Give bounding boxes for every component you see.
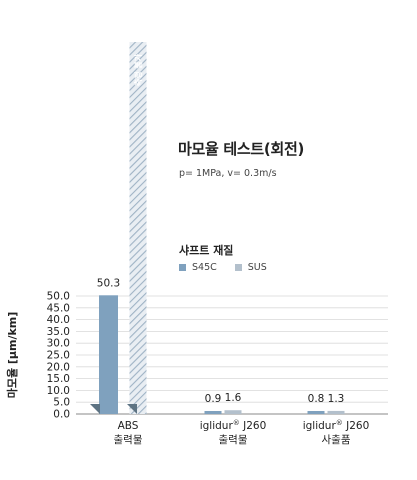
y-axis-title: 마모율 [μm/km] <box>5 312 19 399</box>
base-wedge-marker <box>127 404 137 414</box>
bar-s45c <box>99 295 118 414</box>
y-tick-label: 0.0 <box>53 409 70 421</box>
y-tick-label: 35.0 <box>47 326 70 338</box>
overflow-bar-label: 측정 불가 <box>133 53 143 86</box>
category-sublabel: 사출품 <box>322 434 351 446</box>
y-tick-label: 50.0 <box>47 291 70 303</box>
category-sublabel: 출력물 <box>219 434 248 446</box>
base-wedge-marker <box>90 404 100 414</box>
data-label: 50.3 <box>97 277 120 289</box>
data-label: 1.3 <box>328 393 345 405</box>
y-tick-label: 10.0 <box>47 385 70 397</box>
chart-title: 마모율 테스트(회전) <box>178 140 305 158</box>
overflow-bar <box>129 42 147 414</box>
category-label: iglidur® J260 <box>200 419 267 432</box>
bar-sus <box>224 410 242 414</box>
y-tick-label: 5.0 <box>53 397 70 409</box>
data-label: 0.9 <box>205 393 222 405</box>
bar-s45c <box>204 411 222 414</box>
legend-label-sus: SUS <box>247 262 267 273</box>
legend-item-s45c: S45C <box>179 262 217 273</box>
y-tick-label: 25.0 <box>47 350 70 362</box>
data-label: 1.6 <box>225 392 242 404</box>
legend-title: 샤프트 재질 <box>179 244 234 257</box>
y-tick-label: 45.0 <box>47 302 70 314</box>
legend-label-s45c: S45C <box>192 262 217 273</box>
y-tick-label: 15.0 <box>47 373 70 385</box>
legend-item-sus: SUS <box>234 262 267 273</box>
category-label: iglidur® J260 <box>303 419 370 432</box>
bar-s45c <box>307 411 325 414</box>
y-tick-label: 30.0 <box>47 338 70 350</box>
bar-sus <box>327 410 345 414</box>
chart-subtitle: p= 1MPa, v= 0.3m/s <box>179 168 277 179</box>
legend-swatch-sus <box>234 264 242 271</box>
y-tick-label: 40.0 <box>47 314 70 326</box>
category-sublabel: 출력물 <box>114 434 143 446</box>
legend: S45C SUS <box>179 262 267 273</box>
data-label: 0.8 <box>308 393 325 405</box>
y-tick-label: 20.0 <box>47 361 70 373</box>
legend-swatch-s45c <box>179 264 186 271</box>
category-label: ABS <box>118 420 139 432</box>
